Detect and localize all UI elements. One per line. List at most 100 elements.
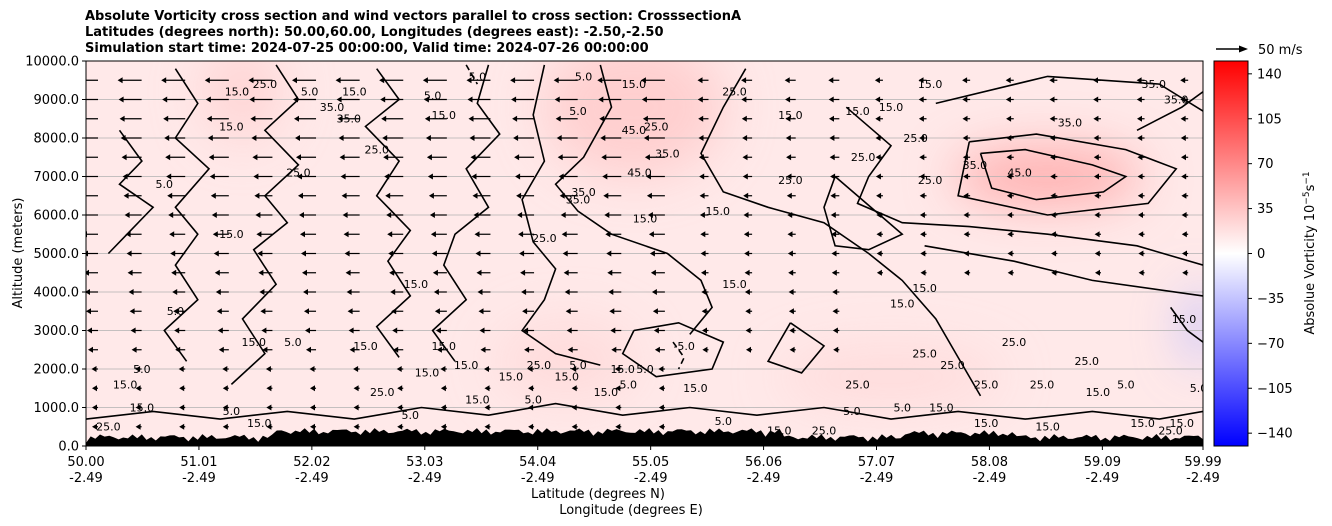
wind-vector-head	[215, 289, 221, 295]
wind-vector-head	[1137, 173, 1143, 180]
contour-label: 15.0	[1170, 417, 1195, 430]
x-tick-label-lat: 53.03	[406, 455, 443, 470]
wind-vector-head	[964, 269, 970, 276]
contour-label: 35.0	[320, 101, 345, 114]
wind-vector-head	[389, 269, 395, 276]
wind-vector-head	[702, 327, 707, 334]
wind-vector-head	[828, 96, 834, 103]
contour-label: -5.0	[673, 340, 694, 353]
wind-vector-head	[206, 115, 212, 122]
wind-vector-head	[645, 173, 651, 180]
wind-vector-head	[743, 212, 749, 218]
wind-vector-head	[741, 77, 747, 84]
wind-vector-head	[467, 96, 473, 103]
wind-vector-head	[963, 212, 969, 218]
wind-vector-head	[918, 115, 924, 122]
wind-vector-head	[744, 269, 750, 276]
colorbar-gradient	[1214, 61, 1248, 446]
wind-vector-head	[293, 96, 298, 103]
wind-vector-head	[1006, 154, 1012, 161]
wind-vector-head	[520, 269, 526, 276]
contour-label: 25.0	[974, 378, 999, 391]
wind-vector-head	[213, 250, 219, 257]
wind-vector-head	[86, 289, 90, 295]
wind-vector-head	[1050, 231, 1056, 238]
wind-vector-head	[597, 77, 603, 84]
terrain-silhouette	[86, 428, 1203, 446]
wind-vector-head	[383, 154, 389, 161]
wind-vector-head	[640, 77, 646, 84]
x-tick-label-lat: 52.02	[293, 455, 330, 470]
contour-label: 25.0	[370, 386, 395, 399]
contour-label: 25.0	[532, 232, 557, 245]
wind-vector-head	[393, 346, 399, 353]
wind-vector-head	[699, 173, 705, 180]
wind-vector-head	[424, 115, 430, 122]
colorbar-ticks: 140 105 70 35 0 −35 −70 −105 −140	[1248, 67, 1293, 442]
wind-vector-head	[558, 173, 564, 180]
wind-vector-head	[292, 77, 297, 84]
wind-vector-head	[262, 346, 268, 353]
x-tick-label-lon: -2.49	[69, 471, 103, 486]
contour-label: 15.0	[432, 109, 457, 122]
wind-vector-head	[432, 269, 438, 276]
contour-line	[1169, 306, 1203, 343]
wind-vector-head	[786, 173, 792, 180]
wind-vector-head	[1006, 135, 1012, 141]
wind-vector-head	[385, 192, 391, 199]
wind-vector-head	[178, 366, 184, 372]
wind-vector-head	[484, 404, 490, 411]
wind-vector-head	[521, 289, 527, 295]
wind-vector-head	[391, 308, 397, 315]
contour-label: 25.0	[364, 143, 389, 156]
wind-vector-head	[164, 135, 170, 141]
wind-vector-head	[1137, 192, 1143, 199]
wind-vector-head	[167, 192, 173, 199]
wind-vector-head	[875, 173, 881, 180]
wind-vector-head	[788, 308, 794, 315]
wind-vector-head	[742, 173, 748, 180]
wind-vector-head	[1093, 96, 1099, 103]
wind-vector-head	[135, 385, 141, 392]
wind-vector-head	[743, 192, 749, 199]
wind-vector-head	[831, 269, 837, 276]
contour-line	[957, 133, 1178, 216]
wind-vector-head	[440, 423, 446, 430]
wind-vector-head	[1050, 173, 1056, 180]
wind-vector-head	[615, 423, 621, 430]
colorbar-tick-label: −140	[1257, 427, 1293, 442]
wind-vector-head	[479, 327, 485, 334]
x-axis-label-longitude: Longitude (degrees E)	[559, 503, 703, 518]
wind-vector-head	[785, 96, 791, 103]
wind-vector-head	[833, 346, 839, 353]
contour-label: 25.0	[1030, 378, 1055, 391]
colorbar-label: Absolue Vorticity 10−5s−1	[1302, 171, 1318, 334]
wind-vector-head	[1137, 154, 1143, 161]
wind-vector-head	[658, 404, 664, 411]
wind-vector-head	[741, 115, 747, 122]
wind-vector-head	[963, 192, 969, 199]
contour-label: 15.0	[683, 382, 708, 395]
wind-vector-head	[1136, 77, 1142, 84]
wind-vector-head	[599, 115, 605, 122]
wind-vector-head	[1095, 269, 1100, 276]
contour-label: 5.0	[620, 378, 638, 391]
wind-vector-head	[698, 115, 704, 122]
x-tick-label-lon: -2.49	[747, 471, 781, 486]
contour-line	[230, 64, 300, 385]
wind-vector-head	[697, 96, 703, 103]
contour-label: 25.0	[845, 378, 870, 391]
contour-label: 15.0	[622, 78, 647, 91]
contour-label: 15.0	[499, 371, 524, 384]
wind-vector-head	[744, 289, 750, 295]
y-tick-label: 1000.0	[34, 401, 80, 416]
negative-contour-line	[465, 64, 479, 85]
wind-vector-head	[86, 308, 91, 315]
contour-label: 5.0	[424, 90, 442, 103]
x-tick-label-lon: -2.49	[1186, 471, 1220, 486]
wind-vector-head	[511, 96, 517, 103]
wind-vector-head	[135, 404, 141, 411]
wind-vector-head	[513, 135, 519, 141]
wind-vector-head	[440, 385, 446, 392]
